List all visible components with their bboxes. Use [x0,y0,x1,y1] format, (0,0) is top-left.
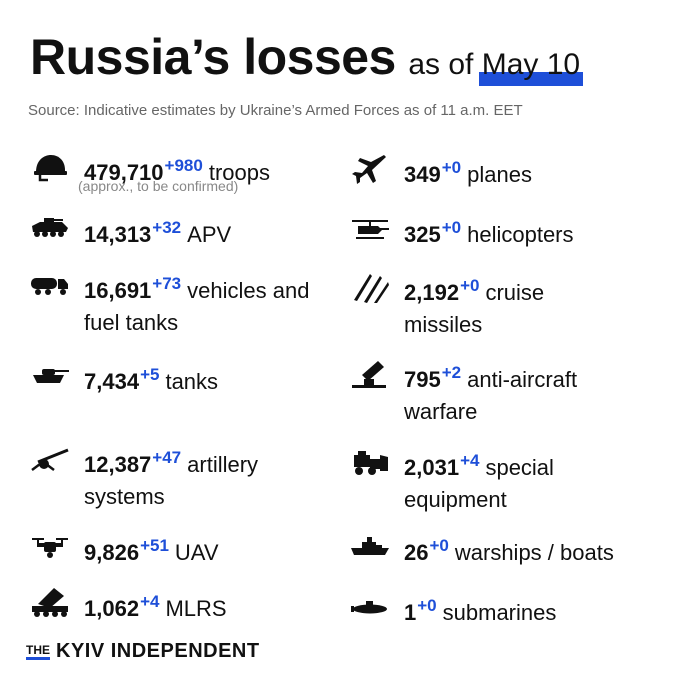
stat-value: 14,313 [84,222,152,247]
stat-label: vehicles and [187,278,310,303]
stat-delta: +980 [164,156,203,175]
stat-delta: +2 [441,363,462,382]
fuel-truck-icon [30,268,70,302]
drone-icon [30,530,70,564]
stat-value: 1,062 [84,596,140,621]
stat-value: 2,031 [404,455,460,480]
stat-delta: +0 [460,276,480,295]
stat-label: planes [467,162,532,187]
stat-value: 795 [404,367,441,392]
stat-delta: +0 [441,158,462,177]
stat-value: 2,192 [404,280,460,305]
title-main: Russia’s losses [30,29,396,85]
helmet-icon [30,150,70,184]
stat-delta: +0 [441,218,462,237]
stat-label-line2: missiles [404,312,483,337]
stat-value: 349 [404,162,441,187]
stat-label: submarines [442,600,557,625]
stat-value: 12,387 [84,452,152,477]
stat-delta: +51 [140,536,169,555]
stat-value: 26 [404,540,429,565]
plane-icon [350,152,390,186]
stat-label: cruise [485,280,545,305]
stat-label-line2: systems [84,484,165,509]
stat-label: UAV [174,540,219,565]
stat-label: APV [187,222,232,247]
stat-label-line2: equipment [404,487,507,512]
stat-delta: +0 [417,596,437,615]
logo-the: THE [26,643,50,660]
title-prefix: as of [408,48,474,81]
stat-label: helicopters [467,222,574,247]
stat-label: artillery [187,452,259,477]
helicopter-icon [350,212,390,246]
artillery-icon [30,442,70,476]
missile-icon [350,270,390,304]
stat-value: 9,826 [84,540,140,565]
stat-delta: +4 [140,592,160,611]
stat-delta: +47 [152,448,182,467]
stat-value: 479,710 [84,160,164,185]
stat-value: 7,434 [84,369,140,394]
warship-icon [350,530,390,564]
stat-value: 325 [404,222,441,247]
stat-delta: +4 [460,451,480,470]
stat-delta: +0 [429,536,449,555]
anti-aircraft-icon [350,357,390,391]
stat-label: MLRS [165,596,227,621]
title-date: May 10 [478,48,584,86]
stat-label: troops [208,160,270,185]
source-line: Source: Indicative estimates by Ukraine’… [28,102,523,119]
title-subtitle: as of May 10 [408,48,584,86]
stat-label: anti-aircraft [467,367,578,392]
stat-note: (approx., to be confirmed) [78,178,239,194]
logo-name: KYIV INDEPENDENT [56,640,260,662]
stat-delta: +5 [140,365,160,384]
stat-value: 16,691 [84,278,152,303]
kyiv-independent-logo: THE KYIV INDEPENDENT [26,640,260,663]
stat-value: 1 [404,600,417,625]
bulldozer-icon [350,445,390,479]
apv-icon [30,212,70,246]
stat-label-line2: fuel tanks [84,310,179,335]
submarine-icon [350,590,390,624]
stat-label: special [485,455,554,480]
stat-delta: +32 [152,218,182,237]
stat-label-line2: warfare [404,399,478,424]
stat-delta: +73 [152,274,182,293]
stat-label: warships / boats [454,540,614,565]
tank-icon [30,359,70,393]
page-title: Russia’s losses as of May 10 [30,28,584,86]
stat-label: tanks [165,369,219,394]
mlrs-icon [30,586,70,620]
